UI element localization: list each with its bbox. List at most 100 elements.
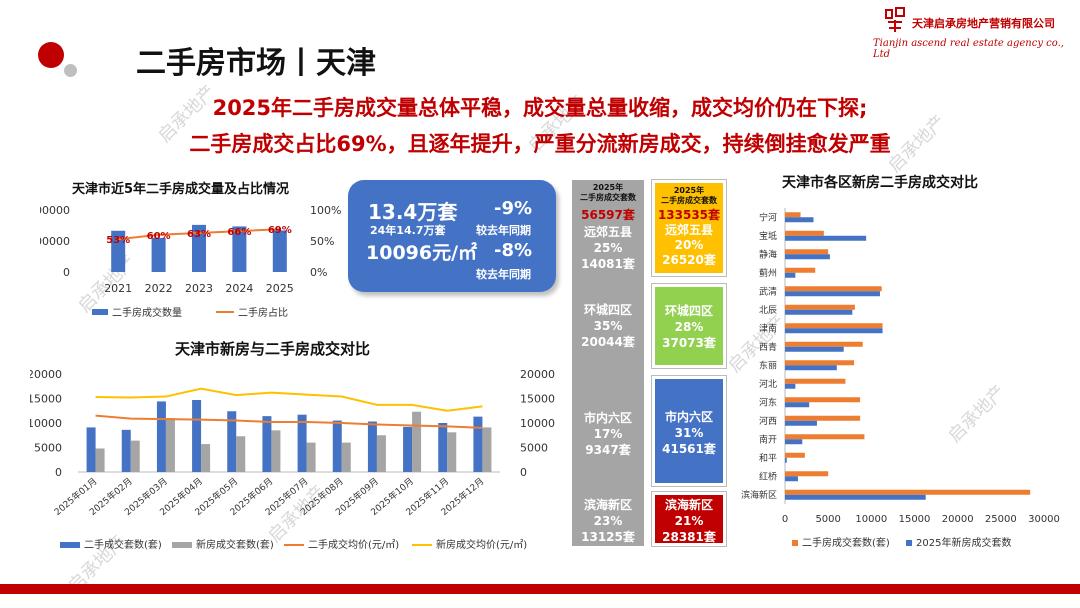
y-right-tick-label: 10000 bbox=[520, 417, 555, 430]
x-tick-label: 2023 bbox=[185, 282, 213, 295]
bar-second-hand bbox=[785, 304, 855, 310]
district-name: 滨海新区 bbox=[583, 498, 632, 512]
bar-new bbox=[785, 476, 798, 482]
district-count: 13125套 bbox=[581, 530, 635, 544]
district-name: 远郊五县 bbox=[664, 223, 713, 237]
new-district-block-yellow: 2025年 二手房成交套数 133535套 远郊五县 20% 26520套 bbox=[651, 179, 727, 277]
bar-new bbox=[785, 291, 880, 297]
bar-second-hand bbox=[785, 452, 805, 458]
y-left-tick-label: 0 bbox=[55, 466, 62, 479]
legend-swatch bbox=[792, 540, 798, 546]
y-tick-label: 西青 bbox=[759, 341, 777, 353]
new-total: 133535套 bbox=[657, 208, 721, 222]
x-tick-label: 2025 bbox=[266, 282, 294, 295]
district-count: 37073套 bbox=[662, 336, 716, 350]
bar-second-hand bbox=[785, 249, 829, 255]
y-left-tick-label: 0 bbox=[63, 266, 70, 279]
new-district-block-blue: 市内六区 31% 41561套 bbox=[651, 375, 727, 487]
bar-second-hand bbox=[332, 420, 342, 472]
district-pct: 25% bbox=[593, 241, 623, 255]
legend-label: 二手成交均价(元/㎡) bbox=[308, 538, 399, 551]
bar-second-hand bbox=[785, 471, 829, 477]
y-left-tick-label: 200000 bbox=[40, 204, 70, 217]
bar-second-hand bbox=[86, 427, 96, 472]
bar-second-hand bbox=[785, 360, 855, 366]
y-left-tick-label: 10000 bbox=[30, 417, 62, 430]
bar-new bbox=[785, 383, 796, 389]
second-hand-total: 56597套 bbox=[581, 208, 635, 222]
legend-label: 2025年新房成交套数 bbox=[916, 536, 1011, 549]
y-left-tick-label: 20000 bbox=[30, 368, 62, 381]
page-title: 二手房市场丨天津 bbox=[136, 46, 376, 81]
chart1-svg: 200000 100000 0 100% 50% 0% 2021 2022 2023 2024 20… bbox=[40, 204, 341, 319]
second-hand-district-column bbox=[572, 180, 644, 546]
legend-label: 新房成交套数(套) bbox=[196, 538, 274, 551]
legend-swatch bbox=[906, 540, 912, 546]
company-logo-icon bbox=[885, 7, 905, 32]
bar-second-hand bbox=[192, 399, 202, 472]
district-name: 远郊五县 bbox=[583, 225, 632, 239]
bar-new bbox=[341, 442, 351, 472]
district-pct: 20% bbox=[674, 238, 704, 252]
chart3-svg: 0 5000 10000 15000 20000 25000 30000 宁河宝坻静海蓟州武清… bbox=[741, 208, 1060, 549]
district-name: 市内六区 bbox=[664, 410, 713, 424]
district-name: 滨海新区 bbox=[664, 498, 713, 512]
y-right-tick-label: 0 bbox=[520, 466, 527, 479]
y-tick-label: 武清 bbox=[759, 285, 777, 297]
bar-new bbox=[785, 309, 853, 315]
bar-second-hand bbox=[403, 426, 413, 472]
summary-volume-compare: 较去年同期 bbox=[476, 224, 531, 237]
bar-second-hand bbox=[227, 411, 237, 472]
headline-line-2: 二手房成交占比69%，且逐年提升，严重分流新房成交，持续倒挂愈发严重 bbox=[189, 132, 891, 156]
bar-second-hand bbox=[785, 323, 883, 329]
decor-grey-dot bbox=[64, 64, 77, 77]
legend-label: 二手房占比 bbox=[238, 306, 288, 319]
y-tick-label: 北辰 bbox=[759, 305, 777, 316]
second-hand-district-block: 环城四区 35% 20044套 bbox=[572, 302, 644, 350]
bar-new bbox=[785, 402, 810, 408]
district-count: 9347套 bbox=[585, 443, 631, 457]
bar-second-hand bbox=[785, 230, 824, 236]
bar-new bbox=[130, 440, 140, 472]
bar-second-hand bbox=[785, 489, 1031, 495]
district-count: 14081套 bbox=[581, 257, 635, 271]
bar-second-hand bbox=[785, 415, 861, 421]
y-right-tick-label: 5000 bbox=[520, 442, 548, 455]
y-right-tick-label: 50% bbox=[310, 235, 334, 248]
y-tick-label: 宝坻 bbox=[759, 230, 777, 242]
bar-new bbox=[201, 444, 211, 472]
legend-label: 二手成交套数(套) bbox=[84, 538, 162, 551]
legend-swatch bbox=[172, 542, 192, 548]
district-pct: 23% bbox=[593, 514, 623, 528]
chart1-title: 天津市近5年二手房成交量及占比情况 bbox=[72, 182, 290, 197]
legend-label: 新房成交均价(元/㎡) bbox=[436, 538, 527, 551]
bar-new bbox=[376, 435, 386, 472]
data-label: 53% bbox=[106, 235, 130, 246]
bar-new bbox=[236, 436, 246, 472]
summary-price-change: -8% bbox=[494, 240, 533, 261]
bar-second-hand bbox=[785, 397, 861, 403]
bar-new bbox=[785, 235, 867, 241]
district-count: 28381套 bbox=[662, 530, 716, 544]
y-tick-label: 蓟州 bbox=[759, 267, 777, 279]
district-count: 20044套 bbox=[581, 335, 635, 349]
bar bbox=[272, 230, 287, 272]
bar-second-hand bbox=[121, 429, 131, 472]
summary-price-compare: 较去年同期 bbox=[476, 268, 531, 281]
summary-volume-change: -9% bbox=[494, 198, 533, 219]
summary-price: 10096元/㎡ bbox=[366, 242, 478, 264]
x-tick-label: 2021 bbox=[104, 282, 132, 295]
district-pct: 28% bbox=[674, 320, 704, 334]
decor-red-dot bbox=[38, 42, 64, 68]
second-hand-district-block: 市内六区 17% 9347套 bbox=[572, 410, 644, 458]
district-count: 41561套 bbox=[662, 442, 716, 456]
second-hand-district-block: 滨海新区 23% 13125套 bbox=[572, 497, 644, 545]
bar-new bbox=[785, 328, 883, 334]
bar-new bbox=[785, 439, 803, 445]
bar-second-hand bbox=[785, 378, 846, 384]
y-tick-label: 宁河 bbox=[759, 211, 777, 223]
summary-volume-note: 24年14.7万套 bbox=[370, 224, 446, 237]
footer-bar bbox=[0, 584, 1080, 594]
y-right-tick-label: 100% bbox=[310, 204, 341, 217]
summary-card: 13.4万套 -9% 24年14.7万套 较去年同期 10096元/㎡ -8% … bbox=[348, 180, 556, 292]
